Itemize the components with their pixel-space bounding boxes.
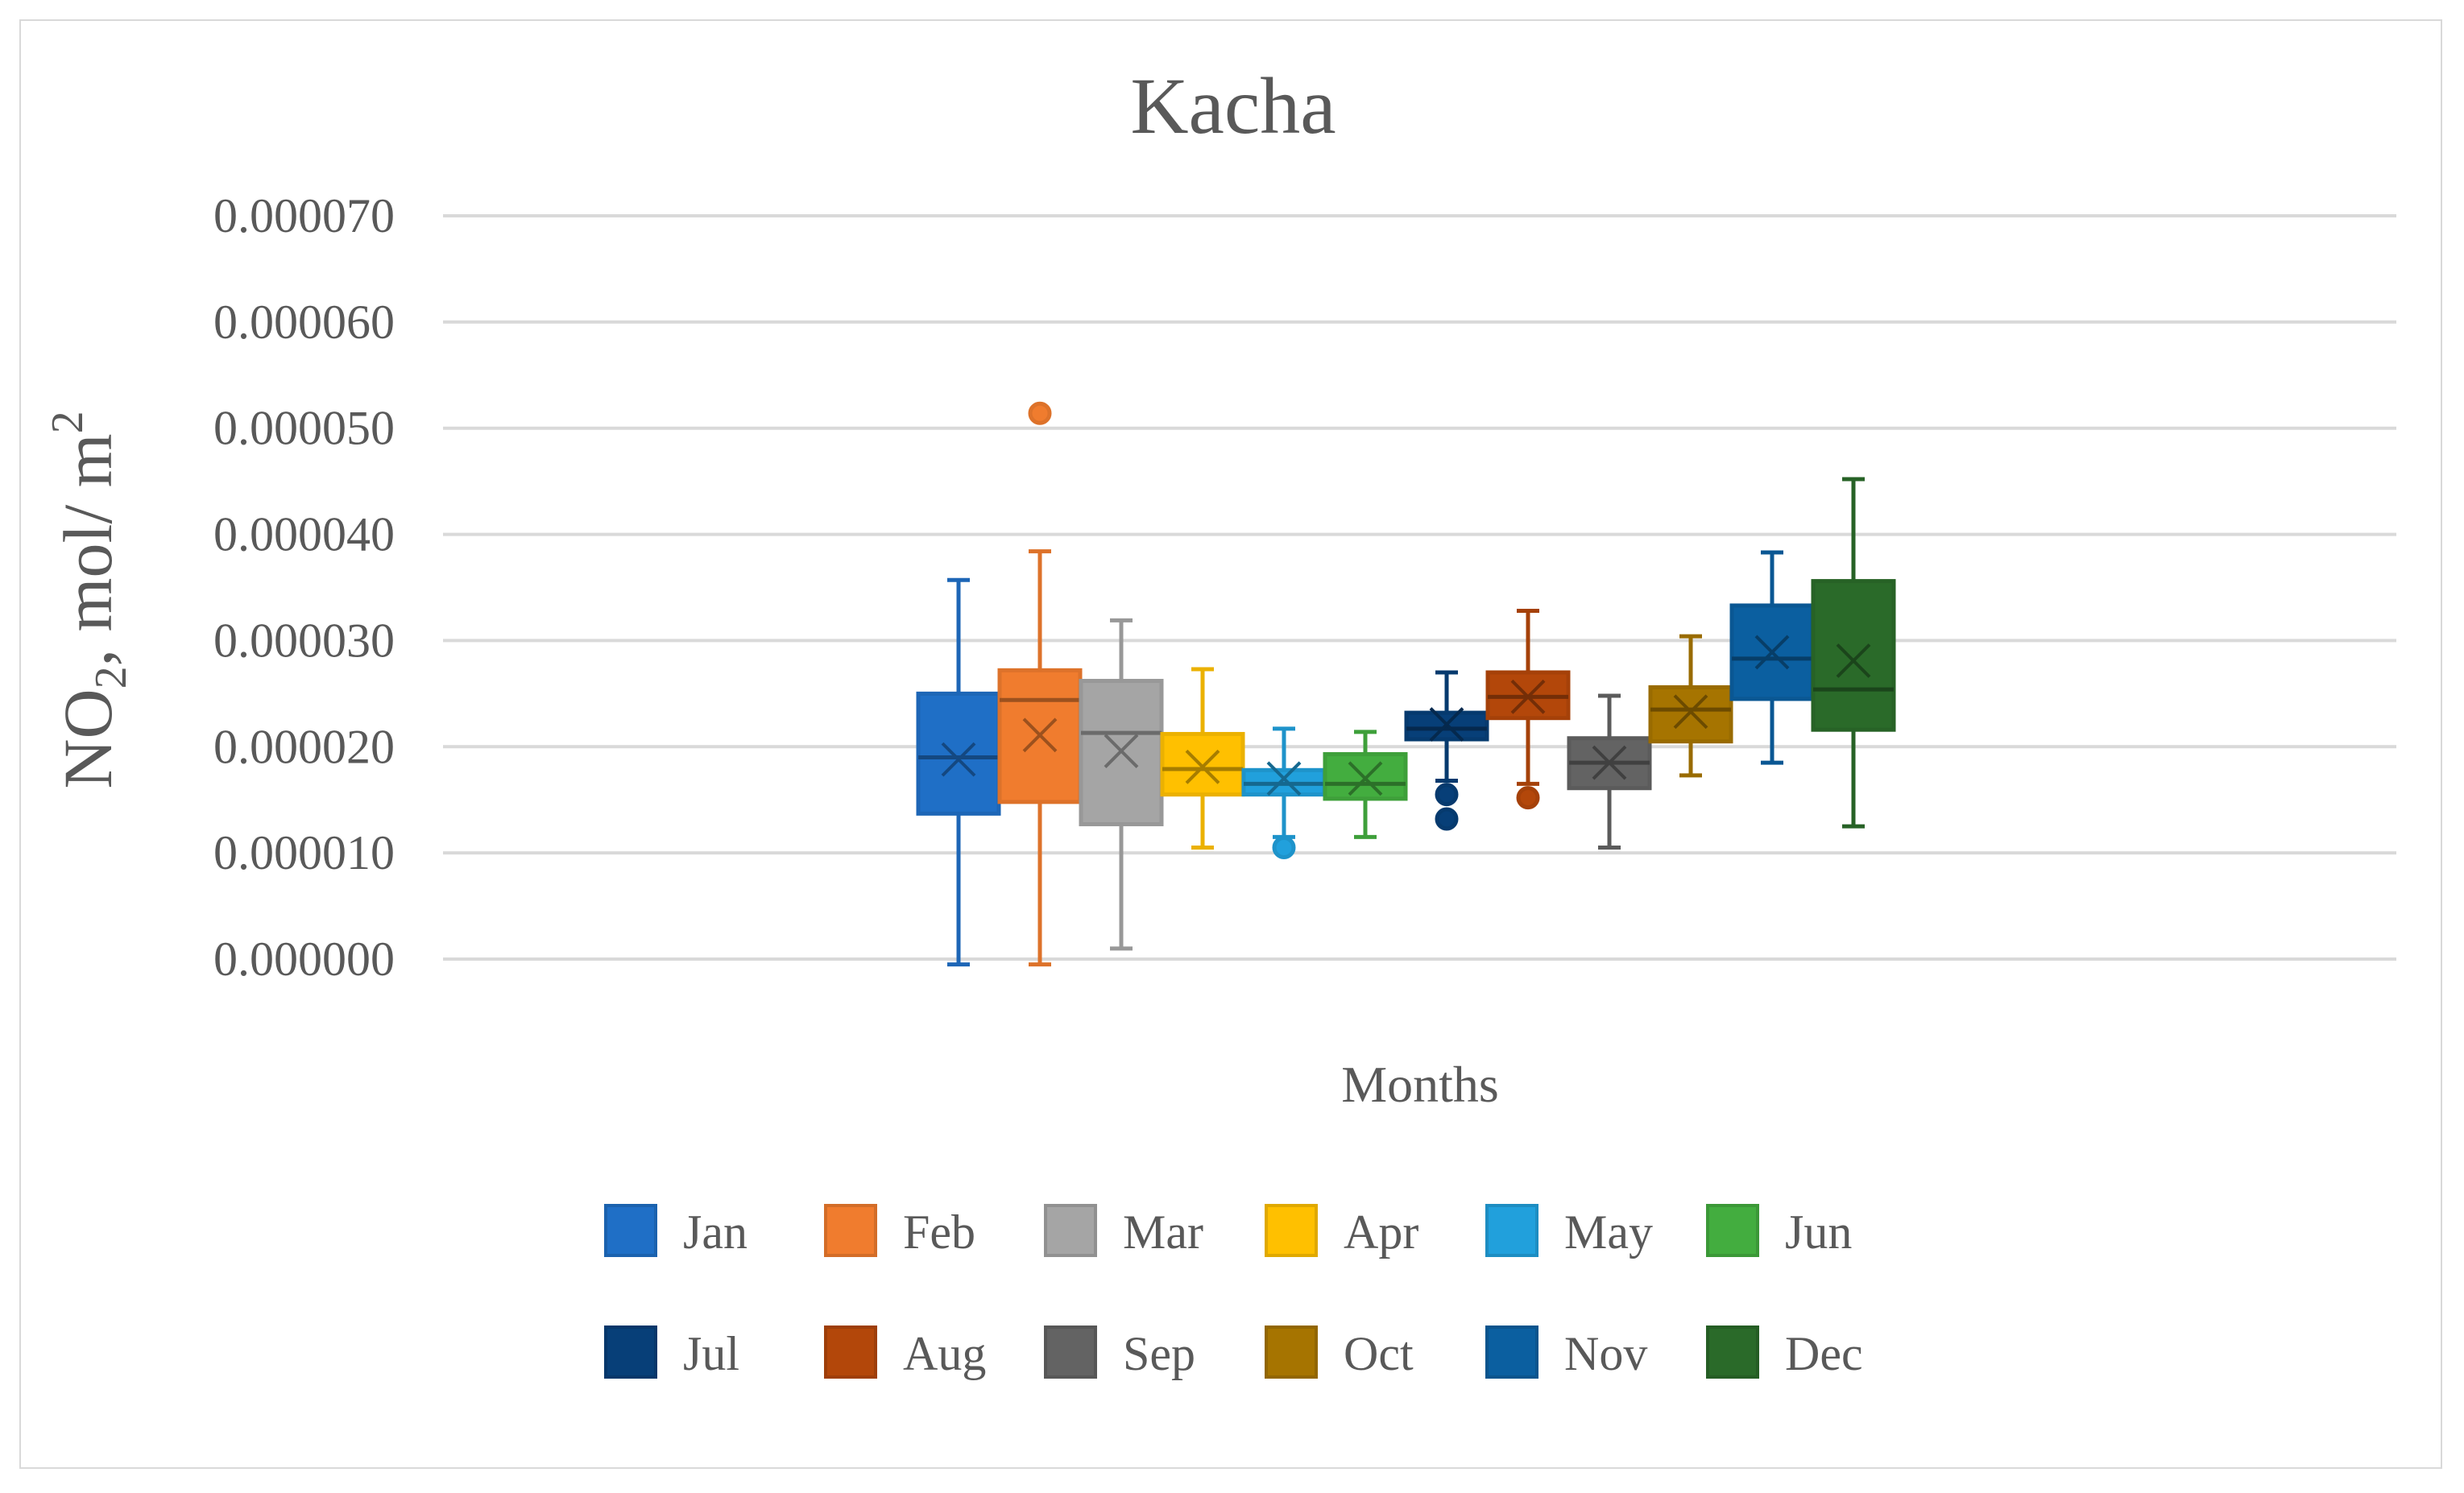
box-apr xyxy=(1160,667,1245,850)
mean-marker xyxy=(1592,745,1627,780)
legend-label: Feb xyxy=(903,1206,975,1259)
box-rect xyxy=(1404,710,1489,742)
gridlines xyxy=(443,214,2396,961)
legend-item-jun: Jun xyxy=(1706,1204,1852,1259)
box-aug xyxy=(1485,609,1571,810)
legend-swatch xyxy=(1485,1204,1538,1257)
legend-label: Jan xyxy=(683,1206,747,1259)
outlier-point xyxy=(1028,401,1052,425)
mean-marker xyxy=(1185,749,1220,784)
legend-item-nov: Nov xyxy=(1485,1326,1647,1380)
mean-marker xyxy=(1673,694,1708,730)
box-may xyxy=(1241,726,1327,860)
box-nov xyxy=(1729,550,1815,765)
box-rect xyxy=(1160,731,1245,797)
legend-swatch xyxy=(1485,1326,1538,1379)
y-label-main: NO xyxy=(49,689,126,788)
legend-label: Apr xyxy=(1344,1206,1418,1259)
mean-marker xyxy=(1754,635,1790,670)
mean-marker xyxy=(1104,734,1139,768)
legend-swatch xyxy=(1706,1326,1759,1379)
y-tick-label: 0.000050 xyxy=(213,402,395,455)
legend-label: Jun xyxy=(1785,1206,1852,1259)
legend-label: Jul xyxy=(683,1327,739,1380)
mean-marker xyxy=(1266,761,1302,796)
legend-item-jan: Jan xyxy=(604,1204,747,1259)
y-tick-label: 0.000000 xyxy=(213,933,395,986)
legend-swatch xyxy=(1265,1326,1318,1379)
legend-item-may: May xyxy=(1485,1204,1653,1259)
legend-item-apr: Apr xyxy=(1265,1204,1418,1259)
legend-label: Dec xyxy=(1785,1327,1863,1380)
legend-item-jul: Jul xyxy=(604,1326,739,1380)
outlier-point xyxy=(1272,836,1296,860)
legend-label: Oct xyxy=(1344,1327,1414,1380)
y-axis-ticks: 0.000000 0.000010 0.000020 0.000030 0.000040… xyxy=(213,189,395,986)
outlier-point xyxy=(1516,786,1540,810)
legend-label: Mar xyxy=(1123,1206,1203,1259)
legend-swatch xyxy=(604,1326,657,1379)
y-tick-label: 0.000030 xyxy=(213,614,395,667)
outlier-point xyxy=(1435,783,1459,807)
legend-swatch xyxy=(824,1326,877,1379)
box-dec xyxy=(1811,477,1896,829)
box-mar xyxy=(1079,618,1164,951)
box-jul xyxy=(1404,670,1489,831)
x-axis-label: Months xyxy=(1341,1056,1499,1113)
legend-swatch xyxy=(824,1204,877,1257)
mean-marker xyxy=(1510,679,1546,714)
mean-marker xyxy=(1429,707,1464,742)
legend-swatch xyxy=(1265,1204,1318,1257)
legend-swatch xyxy=(1044,1326,1097,1379)
y-tick-label: 0.000070 xyxy=(213,189,395,242)
y-label-subscript: 2 xyxy=(86,666,136,689)
legend-item-dec: Dec xyxy=(1706,1326,1863,1380)
legend-swatch xyxy=(1706,1204,1759,1257)
mean-marker xyxy=(1348,761,1383,796)
legend-item-mar: Mar xyxy=(1044,1204,1203,1259)
legend-label: May xyxy=(1564,1206,1653,1259)
legend-item-oct: Oct xyxy=(1265,1326,1414,1380)
boxes xyxy=(916,401,1896,967)
box-oct xyxy=(1648,634,1733,778)
legend-label: Nov xyxy=(1564,1327,1647,1380)
legend-item-aug: Aug xyxy=(824,1326,986,1380)
mean-marker xyxy=(941,742,976,777)
legend-label: Aug xyxy=(903,1327,986,1380)
chart-title: Kacha xyxy=(1130,61,1336,151)
outlier-point xyxy=(1435,807,1459,831)
box-rect xyxy=(1811,579,1896,732)
legend-item-feb: Feb xyxy=(824,1204,975,1259)
box-rect xyxy=(1648,684,1733,744)
legend-swatch xyxy=(1044,1204,1097,1257)
mean-marker xyxy=(1836,643,1871,678)
mean-marker xyxy=(1022,718,1058,753)
box-jun xyxy=(1323,730,1408,839)
y-tick-label: 0.000040 xyxy=(213,508,395,561)
legend-swatch xyxy=(604,1204,657,1257)
y-label-rest: , mol/ m xyxy=(49,433,126,666)
y-tick-label: 0.000060 xyxy=(213,296,395,349)
y-axis-label: NO2, mol/ m2 xyxy=(43,411,136,788)
box-feb xyxy=(997,401,1083,967)
legend-label: Sep xyxy=(1123,1327,1195,1380)
box-sep xyxy=(1567,693,1652,850)
box-jan xyxy=(916,577,1001,967)
legend: Jan Feb Mar Apr May Jun Jul Aug Sep Oct Nov Dec xyxy=(604,1204,1863,1380)
y-tick-label: 0.000020 xyxy=(213,720,395,773)
legend-item-sep: Sep xyxy=(1044,1326,1195,1380)
y-tick-label: 0.000010 xyxy=(213,826,395,879)
box-rect xyxy=(916,691,1001,816)
y-label-superscript: 2 xyxy=(43,411,93,433)
